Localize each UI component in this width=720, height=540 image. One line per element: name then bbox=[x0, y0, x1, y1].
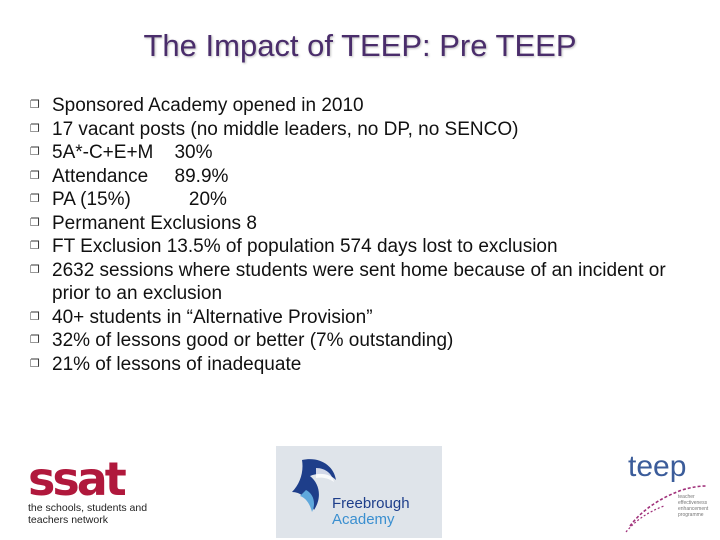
freebrough-emblem-icon bbox=[292, 459, 336, 512]
bullet-icon: ❐ bbox=[30, 263, 40, 276]
bullet-icon: ❐ bbox=[30, 193, 40, 205]
bullet-text: Attendance 89.9% bbox=[52, 165, 229, 187]
ssat-tagline-line-2: teachers network bbox=[28, 514, 108, 526]
freebrough-academy-logo: Freebrough Academy bbox=[276, 446, 442, 538]
bullet-icon: ❐ bbox=[30, 240, 40, 252]
bullet-text: 32% of lessons good or better (7% outsta… bbox=[52, 330, 454, 351]
bullet-text: Sponsored Academy opened in 2010 bbox=[52, 95, 364, 116]
teep-tagline-line: enhancement bbox=[678, 506, 709, 512]
freebrough-line-1: Freebrough bbox=[332, 495, 410, 512]
bullet-icon: ❐ bbox=[30, 334, 40, 346]
teep-tagline-line: programme bbox=[678, 512, 704, 518]
bullet-icon: ❐ bbox=[30, 216, 40, 229]
bullet-text: 17 vacant posts (no middle leaders, no D… bbox=[52, 118, 519, 140]
bullet-icon: ❐ bbox=[30, 146, 40, 158]
teep-swirl-icon bbox=[625, 485, 707, 533]
bullet-item: ❐ Sponsored Academy opened in 2010 bbox=[30, 94, 690, 118]
bullet-item: ❐ Permanent Exclusions 8 bbox=[30, 212, 690, 236]
bullet-item: ❐ 2632 sessions where students were sent … bbox=[30, 259, 690, 306]
bullet-icon: ❐ bbox=[30, 99, 40, 111]
bullet-item: ❐ 32% of lessons good or better (7% outst… bbox=[30, 329, 690, 353]
ssat-wordmark: ssat bbox=[28, 452, 127, 506]
teep-tagline-line: teacher bbox=[678, 494, 695, 500]
bullet-icon: ❐ bbox=[30, 169, 40, 182]
ssat-tagline-line-1: the schools, students and bbox=[28, 502, 148, 514]
slide-title: The Impact of TEEP: Pre TEEP bbox=[143, 28, 577, 63]
bullet-text: 21% of lessons of inadequate bbox=[52, 353, 302, 375]
bullet-item: ❐ Attendance 89.9% bbox=[30, 165, 690, 189]
bullet-item: ❐ 21% of lessons of inadequate bbox=[30, 353, 690, 377]
bullet-text: 5A*-C+E+M 30% bbox=[52, 142, 213, 163]
freebrough-wordmark: Freebrough Academy bbox=[332, 496, 410, 528]
ssat-logo: ssat the schools, students and teachers … bbox=[28, 452, 168, 528]
bullet-text: FT Exclusion 13.5% of population 574 day… bbox=[52, 236, 558, 257]
teep-logo: teep teacher effectiveness enhancement p… bbox=[612, 450, 712, 534]
bullet-text: 2632 sessions where students were sent h… bbox=[52, 259, 671, 305]
ssat-tagline: the schools, students and teachers netwo… bbox=[28, 502, 168, 526]
teep-tagline-line: effectiveness bbox=[678, 500, 708, 506]
teep-wordmark: teep bbox=[628, 450, 687, 483]
bullet-item: ❐ 17 vacant posts (no middle leaders, no … bbox=[30, 118, 690, 142]
bullet-icon: ❐ bbox=[30, 310, 40, 323]
bullet-icon: ❐ bbox=[30, 122, 40, 135]
bullet-item: ❐ PA (15%) 20% bbox=[30, 188, 690, 212]
bullet-text: Permanent Exclusions 8 bbox=[52, 212, 257, 234]
bullet-item: ❐ FT Exclusion 13.5% of population 574 da… bbox=[30, 235, 690, 259]
bullet-item: ❐ 5A*-C+E+M 30% bbox=[30, 141, 690, 165]
bullet-item: ❐ 40+ students in “Alternative Provision” bbox=[30, 306, 690, 330]
bullet-text: PA (15%) 20% bbox=[52, 189, 227, 210]
bullet-list: ❐ Sponsored Academy opened in 2010 ❐ 17 va… bbox=[30, 94, 690, 376]
freebrough-line-2: Academy bbox=[332, 511, 395, 528]
bullet-text: 40+ students in “Alternative Provision” bbox=[52, 306, 373, 328]
bullet-icon: ❐ bbox=[30, 357, 40, 370]
teep-tagline: teacher effectiveness enhancement progra… bbox=[678, 494, 708, 518]
